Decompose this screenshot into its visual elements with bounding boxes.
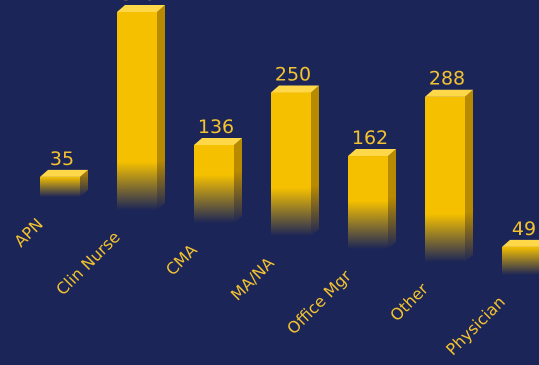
bar-apn	[40, 169, 88, 197]
bar-front-office-mgr	[348, 156, 388, 249]
bar-cma	[194, 137, 242, 223]
bar-front-clin-nurse	[117, 12, 157, 210]
bar-top-physician	[502, 239, 539, 247]
bar-physician	[502, 239, 539, 275]
bar-front-cma	[194, 144, 234, 223]
bar-top-ma-na	[271, 85, 319, 93]
value-label-clin-nurse: 345	[121, 0, 157, 5]
bar-other	[425, 89, 473, 262]
category-label-clin-nurse: Clin Nurse	[52, 227, 124, 299]
bar-top-cma	[194, 137, 242, 145]
bar-front-ma-na	[271, 92, 311, 237]
bar-ma-na	[271, 85, 319, 237]
bar-side-ma-na	[311, 85, 319, 237]
category-label-other: Other	[386, 279, 432, 325]
bar-office-mgr	[348, 149, 396, 249]
value-label-physician: 49	[512, 218, 536, 240]
bar-side-cma	[234, 137, 242, 223]
bar-clin-nurse	[117, 5, 165, 210]
bar-front-apn	[40, 176, 80, 197]
value-label-other: 288	[429, 68, 465, 90]
bars-group	[40, 5, 539, 275]
value-label-office-mgr: 162	[352, 127, 388, 149]
value-label-ma-na: 250	[275, 64, 311, 86]
category-label-office-mgr: Office Mgr	[283, 266, 355, 338]
bar-front-other	[425, 96, 465, 262]
bar-top-apn	[40, 169, 88, 177]
value-labels-group: 35 345 136 250 162 288 49	[50, 0, 536, 240]
bar-side-office-mgr	[388, 149, 396, 249]
category-label-cma: CMA	[162, 240, 201, 279]
bar-front-physician	[502, 246, 539, 275]
value-label-apn: 35	[50, 148, 74, 170]
bar-top-other	[425, 89, 473, 97]
category-label-ma-na: MA/NA	[227, 253, 278, 304]
bar-side-other	[465, 89, 473, 262]
bar-side-clin-nurse	[157, 5, 165, 210]
category-label-apn: APN	[10, 214, 46, 250]
category-label-physician: Physician	[442, 292, 509, 359]
bar-top-clin-nurse	[117, 5, 165, 12]
bar-top-office-mgr	[348, 149, 396, 157]
value-label-cma: 136	[198, 116, 234, 138]
bar-side-apn	[80, 169, 88, 197]
